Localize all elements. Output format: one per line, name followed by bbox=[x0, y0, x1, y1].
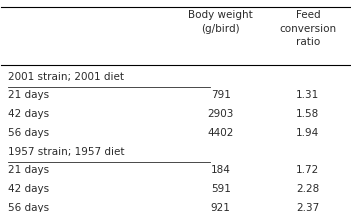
Text: 791: 791 bbox=[211, 90, 231, 100]
Text: 1957 strain; 1957 diet: 1957 strain; 1957 diet bbox=[8, 147, 125, 157]
Text: 2.28: 2.28 bbox=[296, 184, 319, 194]
Text: 21 days: 21 days bbox=[8, 165, 49, 175]
Text: 2.37: 2.37 bbox=[296, 203, 319, 212]
Text: 21 days: 21 days bbox=[8, 90, 49, 100]
Text: 56 days: 56 days bbox=[8, 128, 49, 138]
Text: 1.58: 1.58 bbox=[296, 109, 319, 119]
Text: 921: 921 bbox=[211, 203, 231, 212]
Text: 591: 591 bbox=[211, 184, 231, 194]
Text: 4402: 4402 bbox=[207, 128, 234, 138]
Text: Body weight
(g/bird): Body weight (g/bird) bbox=[188, 10, 253, 34]
Text: 42 days: 42 days bbox=[8, 109, 49, 119]
Text: 56 days: 56 days bbox=[8, 203, 49, 212]
Text: 42 days: 42 days bbox=[8, 184, 49, 194]
Text: Feed
conversion
ratio: Feed conversion ratio bbox=[279, 10, 336, 47]
Text: 2001 strain; 2001 diet: 2001 strain; 2001 diet bbox=[8, 72, 124, 82]
Text: 1.31: 1.31 bbox=[296, 90, 319, 100]
Text: 1.72: 1.72 bbox=[296, 165, 319, 175]
Text: 2903: 2903 bbox=[207, 109, 234, 119]
Text: 184: 184 bbox=[211, 165, 231, 175]
Text: 1.94: 1.94 bbox=[296, 128, 319, 138]
